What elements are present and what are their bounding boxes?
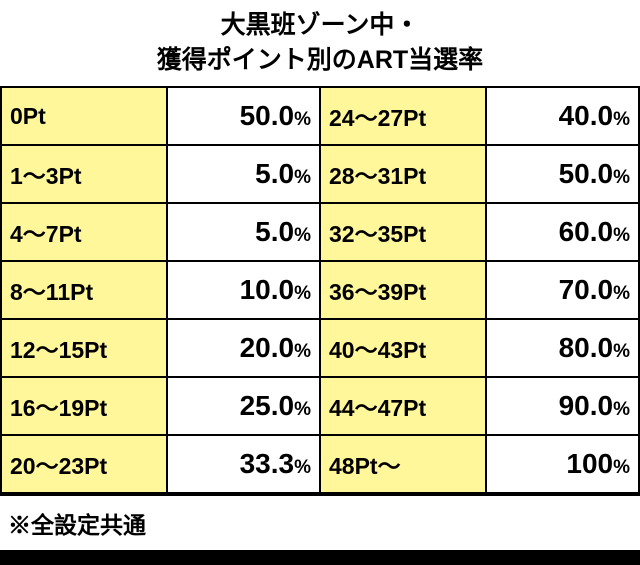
rate-value: 60.0%: [486, 203, 639, 261]
percent-suffix: %: [613, 109, 630, 130]
rate-number: 80.0: [559, 332, 614, 363]
point-range-label: 4～7Pt: [1, 203, 167, 261]
rate-value: 40.0%: [486, 87, 639, 145]
point-range-label: 32～35Pt: [320, 203, 486, 261]
rate-value: 80.0%: [486, 319, 639, 377]
rate-value: 5.0%: [167, 145, 320, 203]
point-range-label: 24～27Pt: [320, 87, 486, 145]
rate-value: 20.0%: [167, 319, 320, 377]
percent-suffix: %: [613, 399, 630, 420]
point-range-label: 20～23Pt: [1, 435, 167, 493]
table-row: 8～11Pt10.0%36～39Pt70.0%: [1, 261, 639, 319]
percent-suffix: %: [613, 457, 630, 478]
rate-number: 60.0: [559, 216, 614, 247]
rate-value: 5.0%: [167, 203, 320, 261]
rate-number: 5.0: [255, 216, 294, 247]
table-container: 0Pt50.0%24～27Pt40.0%1～3Pt5.0%28～31Pt50.0…: [0, 86, 640, 565]
rate-number: 5.0: [255, 158, 294, 189]
point-range-label: 28～31Pt: [320, 145, 486, 203]
point-range-label: 12～15Pt: [1, 319, 167, 377]
table-row: 20～23Pt33.3%48Pt～100%: [1, 435, 639, 493]
percent-suffix: %: [294, 457, 311, 478]
point-range-label: 36～39Pt: [320, 261, 486, 319]
rate-value: 90.0%: [486, 377, 639, 435]
table-row: 0Pt50.0%24～27Pt40.0%: [1, 87, 639, 145]
percent-suffix: %: [613, 167, 630, 188]
table-row: 16～19Pt25.0%44～47Pt90.0%: [1, 377, 639, 435]
rate-number: 50.0: [240, 100, 295, 131]
point-range-label: 1～3Pt: [1, 145, 167, 203]
percent-suffix: %: [613, 225, 630, 246]
percent-suffix: %: [294, 225, 311, 246]
rate-number: 90.0: [559, 390, 614, 421]
table-row: 4～7Pt5.0%32～35Pt60.0%: [1, 203, 639, 261]
rate-number: 10.0: [240, 274, 295, 305]
percent-suffix: %: [613, 341, 630, 362]
title-line-2: 獲得ポイント別のART当選率: [0, 43, 640, 78]
point-range-label: 44～47Pt: [320, 377, 486, 435]
percent-suffix: %: [294, 109, 311, 130]
rate-number: 20.0: [240, 332, 295, 363]
table-row: 1～3Pt5.0%28～31Pt50.0%: [1, 145, 639, 203]
point-range-label: 16～19Pt: [1, 377, 167, 435]
percent-suffix: %: [294, 341, 311, 362]
rate-value: 25.0%: [167, 377, 320, 435]
title-line-1: 大黒班ゾーン中・: [0, 8, 640, 43]
percent-suffix: %: [294, 283, 311, 304]
rate-value: 50.0%: [486, 145, 639, 203]
table-row: 12～15Pt20.0%40～43Pt80.0%: [1, 319, 639, 377]
rate-value: 70.0%: [486, 261, 639, 319]
point-range-label: 40～43Pt: [320, 319, 486, 377]
percent-suffix: %: [613, 283, 630, 304]
point-range-label: 0Pt: [1, 87, 167, 145]
point-range-label: 48Pt～: [320, 435, 486, 493]
rate-number: 25.0: [240, 390, 295, 421]
rate-table: 0Pt50.0%24～27Pt40.0%1～3Pt5.0%28～31Pt50.0…: [0, 86, 640, 494]
rate-number: 50.0: [559, 158, 614, 189]
rate-number: 100: [566, 448, 613, 479]
percent-suffix: %: [294, 167, 311, 188]
rate-value: 50.0%: [167, 87, 320, 145]
rate-value: 100%: [486, 435, 639, 493]
rate-value: 33.3%: [167, 435, 320, 493]
point-range-label: 8～11Pt: [1, 261, 167, 319]
table-title: 大黒班ゾーン中・ 獲得ポイント別のART当選率: [0, 0, 640, 86]
percent-suffix: %: [294, 399, 311, 420]
rate-value: 10.0%: [167, 261, 320, 319]
rate-number: 33.3: [240, 448, 295, 479]
rate-number: 40.0: [559, 100, 614, 131]
footnote: ※全設定共通: [0, 494, 640, 550]
rate-number: 70.0: [559, 274, 614, 305]
